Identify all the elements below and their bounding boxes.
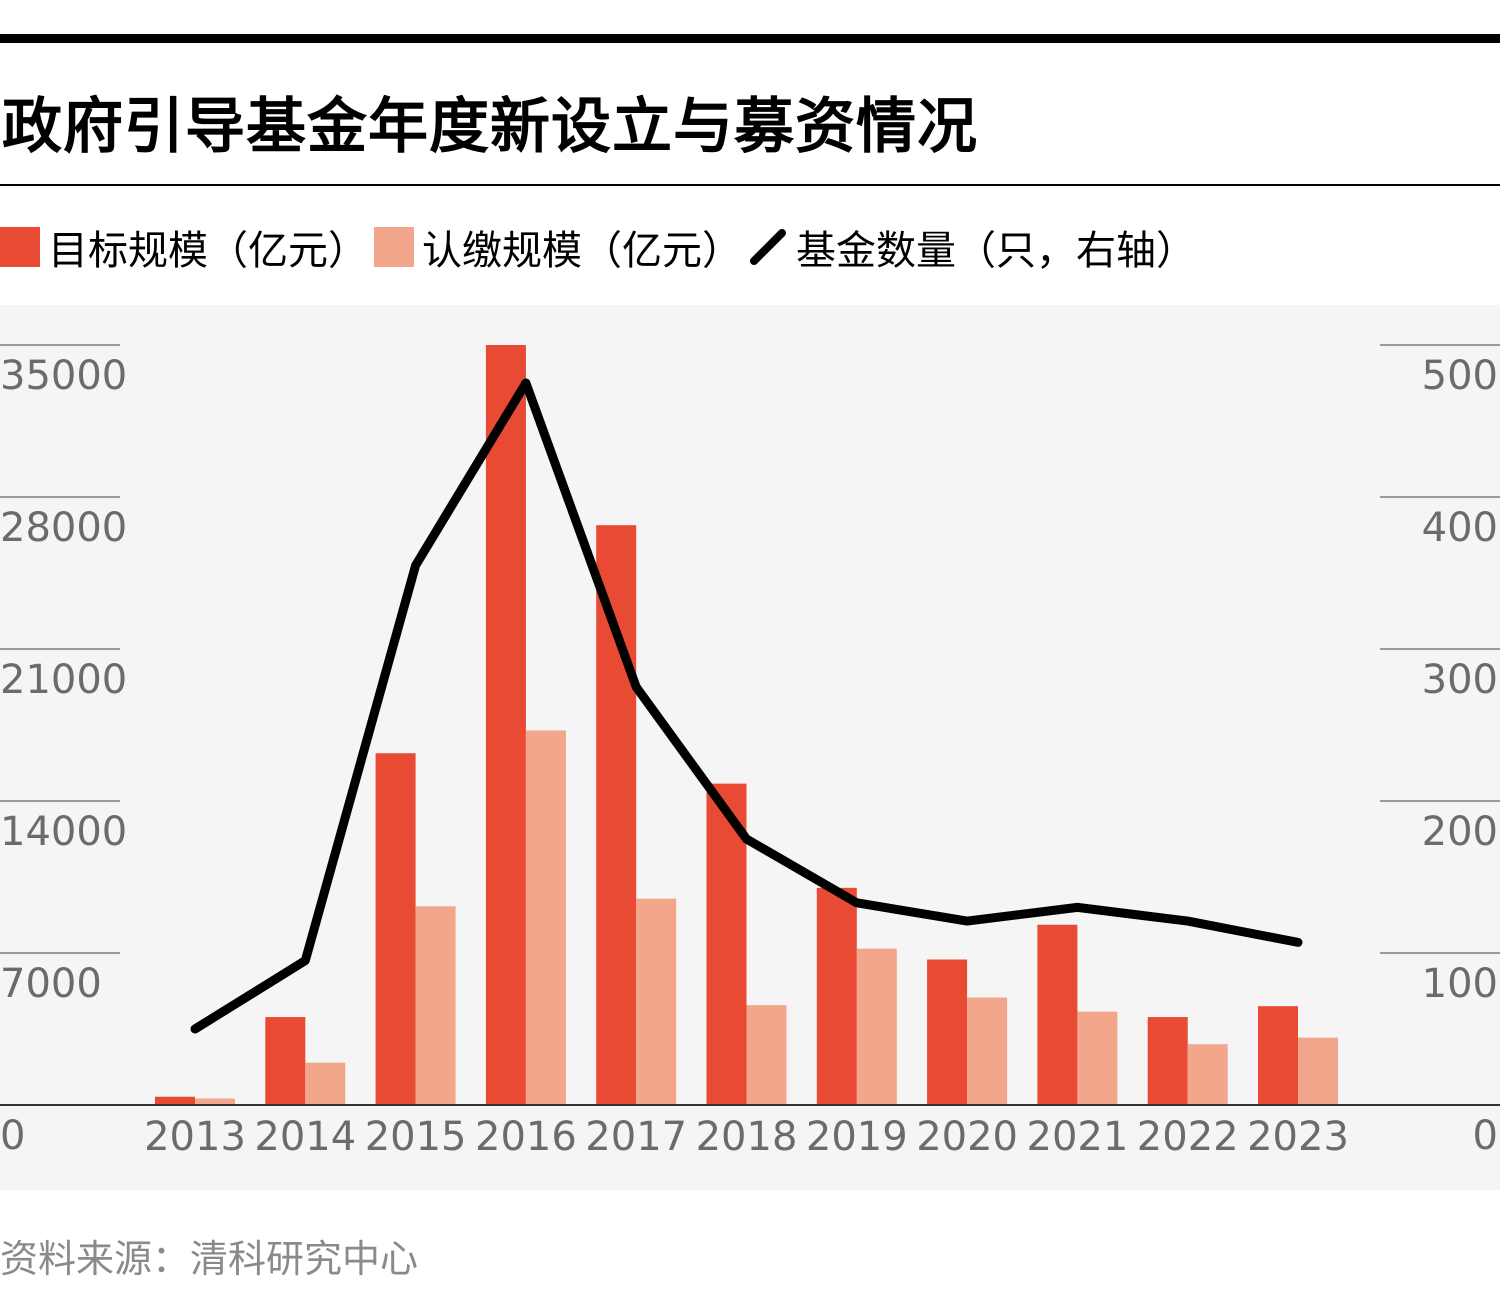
x-tick-label: 2020 — [916, 1114, 1018, 1160]
legend: 目标规模（亿元） 认缴规模（亿元） 基金数量（只，右轴） — [0, 222, 1202, 274]
x-tick-label: 2018 — [696, 1114, 798, 1160]
y-right-tick-label: 100 — [1422, 961, 1498, 1007]
y-right-tick-label: 500 — [1422, 353, 1498, 399]
y-left-tick-label: 7000 — [0, 961, 102, 1007]
bar-subscribed — [1187, 1044, 1228, 1105]
x-tick-label: 2013 — [144, 1114, 246, 1160]
legend-item-count: 基金数量（只，右轴） — [748, 218, 1196, 276]
bar-subscribed — [1298, 1037, 1338, 1105]
bar-target — [816, 887, 857, 1105]
bar-target — [375, 753, 416, 1105]
y-right-tick-label: 200 — [1422, 809, 1498, 855]
x-tick-label: 2016 — [475, 1114, 577, 1160]
x-tick-label: 2015 — [365, 1114, 467, 1160]
x-tick-label: 2023 — [1247, 1114, 1349, 1160]
legend-item-subscribed: 认缴规模（亿元） — [374, 218, 742, 276]
legend-swatch-target — [0, 227, 40, 267]
y-right-tick-label: 300 — [1422, 657, 1498, 703]
bar-subscribed — [1077, 1011, 1118, 1105]
bar-subscribed — [967, 997, 1008, 1105]
bar-subscribed — [195, 1098, 235, 1105]
bar-subscribed — [856, 948, 897, 1105]
y-left-tick-label: 28000 — [0, 505, 127, 551]
y-left-tick-label: 35000 — [0, 353, 127, 399]
title-rule — [0, 184, 1500, 186]
source-note: 资料来源：清科研究中心 — [0, 1237, 419, 1281]
bar-target — [1258, 1006, 1298, 1105]
x-tick-label: 2021 — [1027, 1114, 1129, 1160]
legend-swatch-subscribed — [374, 227, 414, 267]
bar-subscribed — [636, 898, 677, 1105]
series-line-count — [190, 378, 1303, 1034]
bar-subscribed — [415, 906, 456, 1105]
bar-target — [596, 525, 637, 1105]
legend-label-count: 基金数量（只，右轴） — [796, 228, 1196, 274]
bar-target — [927, 959, 968, 1105]
legend-label-target: 目标规模（亿元） — [48, 228, 368, 274]
y-left-tick-label: 21000 — [0, 657, 127, 703]
bar-target — [485, 345, 526, 1105]
bar-target — [265, 1017, 306, 1105]
legend-item-target: 目标规模（亿元） — [0, 218, 368, 276]
y-left-tick-label: 0 — [0, 1113, 25, 1159]
bar-target — [1147, 1017, 1188, 1105]
top-rule — [0, 34, 1500, 43]
legend-swatch-count — [750, 229, 786, 265]
y-left-tick-label: 14000 — [0, 809, 127, 855]
y-right-tick-label: 400 — [1422, 505, 1498, 551]
bar-subscribed — [746, 1005, 787, 1105]
bar-subscribed — [305, 1062, 346, 1105]
legend-label-subscribed: 认缴规模（亿元） — [422, 228, 742, 274]
x-tick-label: 2017 — [585, 1114, 687, 1160]
bar-target — [155, 1096, 195, 1105]
bar-target — [1037, 924, 1078, 1105]
bar-subscribed — [525, 730, 566, 1105]
chart-title: 政府引导基金年度新设立与募资情况 — [2, 92, 978, 162]
y-right-tick-label: 0 — [1473, 1113, 1498, 1159]
x-tick-label: 2019 — [806, 1114, 908, 1160]
x-tick-label: 2014 — [254, 1114, 356, 1160]
x-tick-label: 2022 — [1137, 1114, 1239, 1160]
